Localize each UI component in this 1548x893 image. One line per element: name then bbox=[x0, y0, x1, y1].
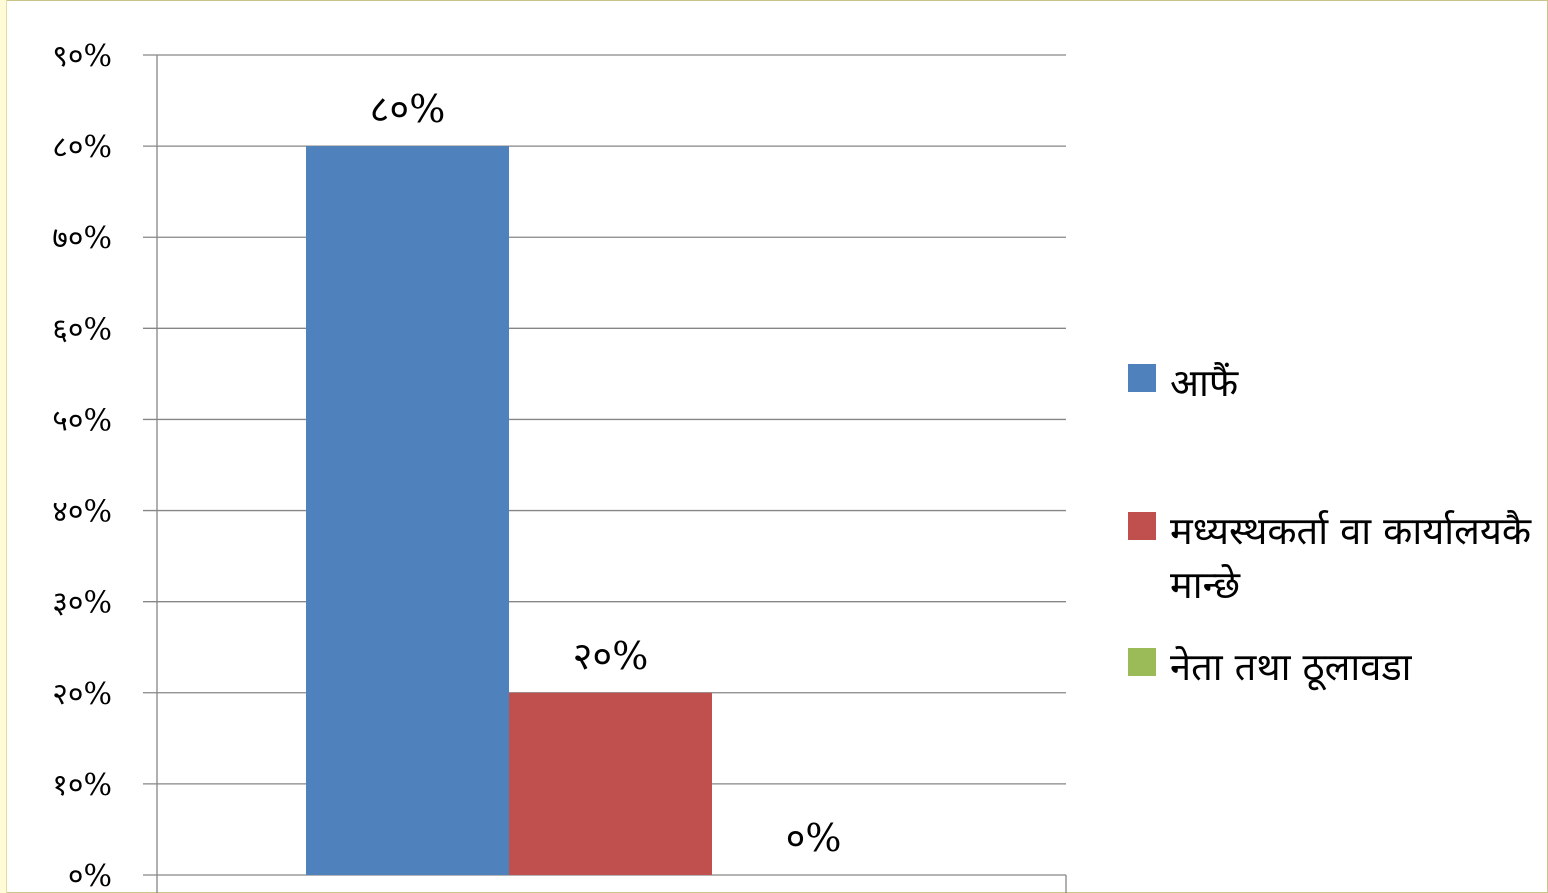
bars bbox=[306, 146, 712, 876]
y-tick-label: ३०% bbox=[52, 586, 112, 621]
y-tick-label: ७०% bbox=[52, 221, 112, 256]
y-tick-label: १०% bbox=[52, 768, 112, 803]
data-labels: ८०% २०% ०% bbox=[370, 87, 842, 860]
y-tick-label: ६०% bbox=[52, 312, 112, 347]
legend-swatch-green bbox=[1128, 648, 1156, 676]
y-tick-label: ४०% bbox=[52, 495, 112, 530]
y-axis-ticks: ०% १०% २०% ३०% ४०% ५०% ६०% ७०% ८०% ९०% bbox=[52, 39, 112, 893]
legend-swatch-red bbox=[1128, 512, 1156, 540]
legend-item-leaders: नेता तथा ठूलावडा bbox=[1128, 640, 1540, 694]
data-label-series-3: ०% bbox=[786, 816, 842, 860]
legend-label-self: आफैं bbox=[1170, 361, 1239, 405]
y-tick-label: २०% bbox=[52, 677, 112, 712]
legend-label-leaders: नेता तथा ठूलावडा bbox=[1170, 645, 1412, 689]
legend-label-mediator: मध्यस्थकर्ता वा कार्यालयकै मान्छे bbox=[1170, 509, 1532, 607]
legend-item-mediator: मध्यस्थकर्ता वा कार्यालयकै मान्छे bbox=[1128, 504, 1540, 612]
slide-edge-accent bbox=[0, 0, 7, 893]
legend-swatch-blue bbox=[1128, 364, 1156, 392]
y-tick-label: ५०% bbox=[52, 403, 112, 438]
y-tick-label: ८०% bbox=[52, 130, 112, 165]
data-label-series-2: २०% bbox=[573, 634, 649, 678]
axes bbox=[156, 55, 1067, 893]
y-tick-label: ०% bbox=[68, 859, 112, 893]
legend-item-self: आफैं bbox=[1128, 356, 1540, 410]
bar-series-2 bbox=[509, 692, 712, 875]
y-tick-label: ९०% bbox=[52, 39, 112, 74]
data-label-series-1: ८०% bbox=[370, 87, 446, 131]
bar-series-1 bbox=[306, 146, 509, 876]
